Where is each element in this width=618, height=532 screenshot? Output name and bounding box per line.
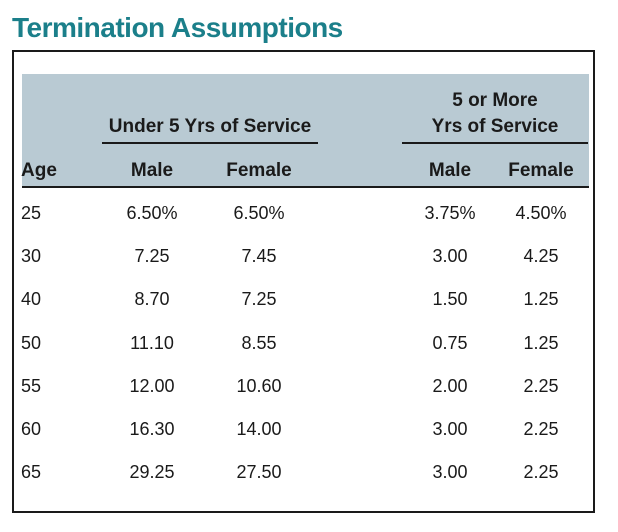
cell-male-5-or-more: 3.00 [432, 246, 468, 267]
cell-female-under-5: 6.50% [233, 203, 285, 223]
cell-female-under-5: 27.50 [236, 462, 282, 483]
group-header-line-1: 5 or More [452, 90, 538, 111]
table-header-band [22, 74, 589, 187]
cell-male-5-or-more: 0.75 [432, 332, 468, 353]
table-row: 40 8.70 7.25 1.50 1.25 [14, 284, 593, 314]
table-row: 30 7.25 7.45 3.00 4.25 [14, 241, 593, 271]
cell-age: 60 [21, 419, 42, 439]
cell-female-under-5: 14.00 [236, 419, 282, 439]
page-title: Termination Assumptions [12, 12, 343, 43]
cell-male-under-5: 12.00 [129, 375, 175, 396]
cell-female-5-or-more: 4.50% [515, 203, 567, 223]
group-header-5-or-more-years: 5 or More Yrs of Service [402, 88, 588, 140]
table-row: 55 12.00 10.60 2.00 2.25 [14, 371, 593, 401]
cell-age: 25 [21, 203, 42, 223]
group-header-line-2: Yrs of Service [431, 116, 559, 137]
cell-male-5-or-more: 3.00 [432, 462, 468, 483]
column-header-age: Age [21, 160, 57, 181]
table-row: 60 16.30 14.00 3.00 2.25 [14, 414, 593, 444]
cell-age: 40 [21, 289, 42, 310]
header-divider [22, 186, 589, 188]
cell-female-under-5: 7.25 [241, 289, 277, 310]
cell-female-5-or-more: 2.25 [523, 375, 559, 396]
cell-male-under-5: 29.25 [129, 462, 175, 483]
cell-age: 30 [21, 246, 42, 267]
cell-female-5-or-more: 4.25 [523, 246, 559, 267]
cell-male-under-5: 7.25 [134, 246, 170, 267]
cell-female-5-or-more: 1.25 [523, 332, 559, 353]
table-row: 65 29.25 27.50 3.00 2.25 [14, 457, 593, 487]
cell-female-5-or-more: 1.25 [523, 289, 559, 310]
cell-female-under-5: 8.55 [241, 332, 277, 353]
group-rule-under-5-years [102, 142, 318, 144]
column-header-female-5-or-more: Female [508, 160, 574, 181]
termination-table: Under 5 Yrs of Service 5 or More Yrs of … [12, 50, 595, 513]
cell-male-under-5: 6.50% [126, 203, 178, 223]
cell-age: 50 [21, 332, 42, 353]
group-rule-5-or-more-years [402, 142, 588, 144]
column-header-male-under-5: Male [130, 160, 174, 181]
cell-male-5-or-more: 1.50 [432, 289, 468, 310]
column-header-male-5-or-more: Male [428, 160, 472, 181]
cell-female-5-or-more: 2.25 [523, 462, 559, 483]
cell-male-5-or-more: 3.75% [424, 203, 476, 223]
cell-age: 55 [21, 375, 42, 396]
table-row: 50 11.10 8.55 0.75 1.25 [14, 328, 593, 358]
cell-male-under-5: 11.10 [130, 332, 174, 353]
table-row: 25 6.50% 6.50% 3.75% 4.50% [14, 198, 593, 228]
column-header-female-under-5: Female [226, 160, 292, 181]
group-header-under-5-years: Under 5 Yrs of Service [108, 116, 312, 137]
cell-male-under-5: 8.70 [134, 289, 170, 310]
cell-male-under-5: 16.30 [129, 419, 175, 439]
cell-male-5-or-more: 2.00 [432, 375, 468, 396]
cell-female-under-5: 10.60 [236, 375, 282, 396]
cell-age: 65 [21, 462, 42, 483]
cell-female-5-or-more: 2.25 [523, 419, 559, 439]
cell-female-under-5: 7.45 [241, 246, 277, 267]
cell-male-5-or-more: 3.00 [432, 419, 468, 439]
